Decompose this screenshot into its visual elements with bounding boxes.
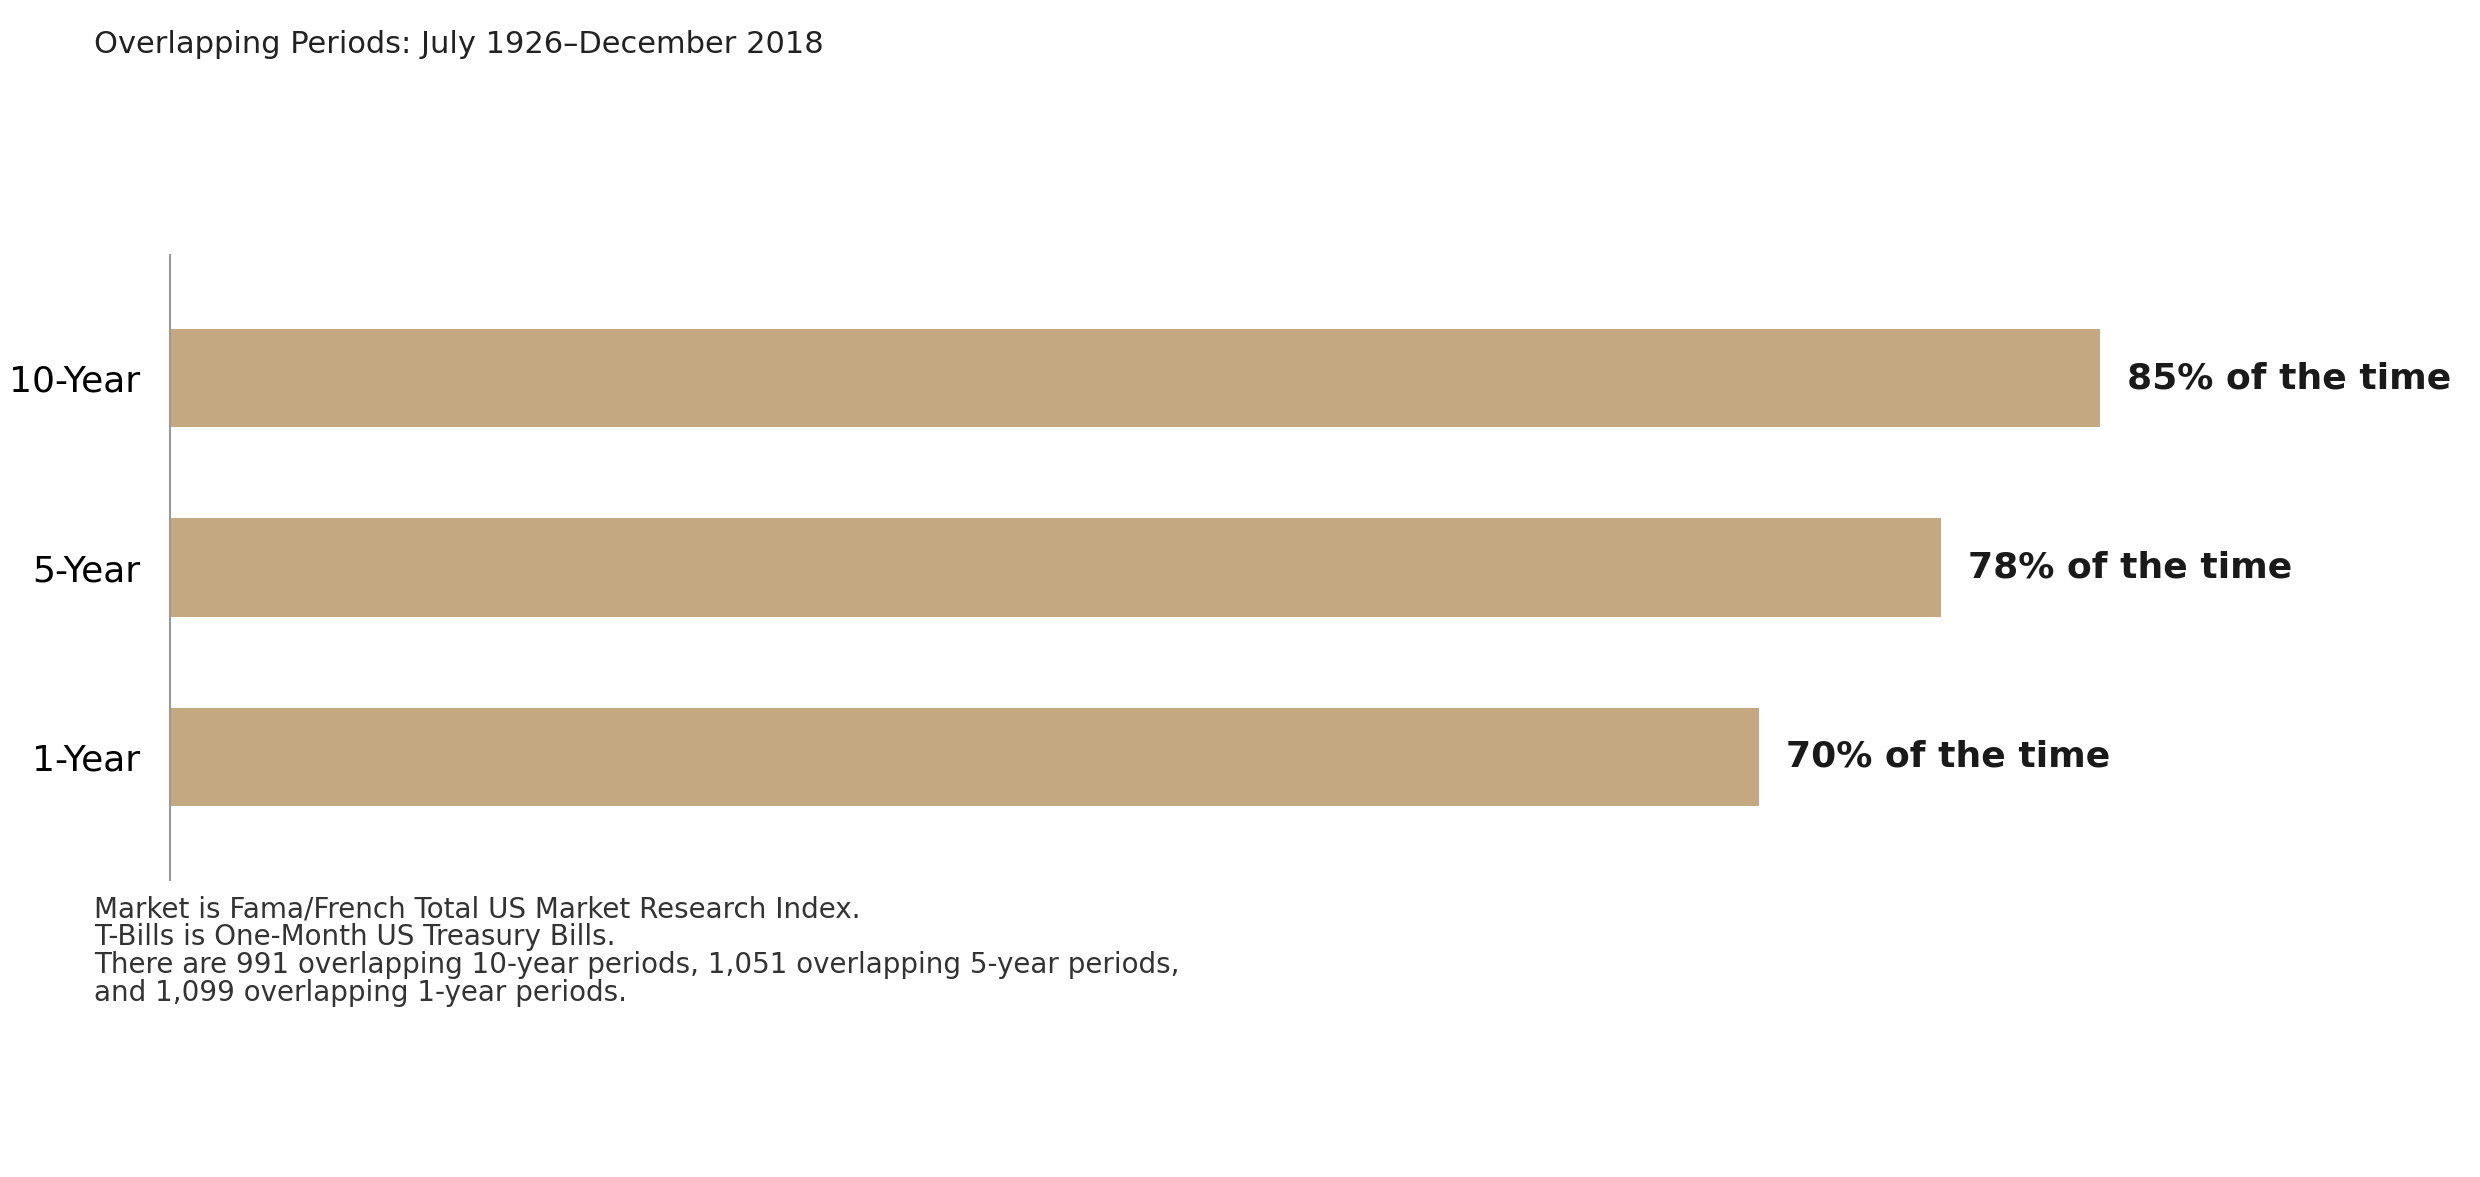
Text: There are 991 overlapping 10-year periods, 1,051 overlapping 5-year periods,: There are 991 overlapping 10-year period… [94, 951, 1180, 979]
Bar [171, 518, 1939, 617]
Text: MARKET beat T-BILLS: MARKET beat T-BILLS [94, 102, 662, 147]
Text: 78% of the time: 78% of the time [1967, 551, 2292, 585]
Text: 85% of the time: 85% of the time [2128, 361, 2450, 395]
Text: 70% of the time: 70% of the time [1786, 740, 2110, 774]
Bar [171, 707, 1758, 806]
Bar [171, 328, 2101, 427]
Text: Overlapping Periods: July 1926–December 2018: Overlapping Periods: July 1926–December … [94, 29, 823, 59]
Text: Market is Fama/French Total US Market Research Index.: Market is Fama/French Total US Market Re… [94, 895, 861, 923]
Text: T-Bills is One-Month US Treasury Bills.: T-Bills is One-Month US Treasury Bills. [94, 923, 615, 951]
Text: and 1,099 overlapping 1-year periods.: and 1,099 overlapping 1-year periods. [94, 979, 627, 1008]
